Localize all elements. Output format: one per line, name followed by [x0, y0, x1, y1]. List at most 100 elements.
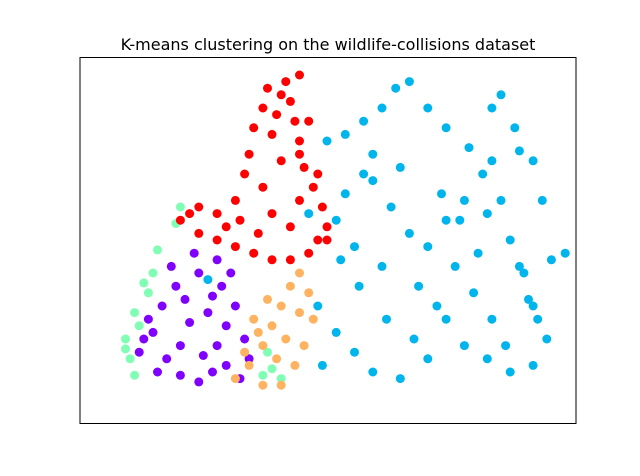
scatter-point-cluster-2-31 [524, 294, 533, 304]
scatter-point-cluster-0-13 [230, 301, 240, 311]
scatter-point-cluster-0-28 [139, 334, 149, 344]
scatter-point-cluster-3-17 [295, 308, 304, 318]
scatter-point-cluster-4-28 [267, 129, 277, 139]
scatter-point-cluster-4-5 [267, 255, 277, 265]
scatter-point-cluster-4-33 [295, 149, 304, 159]
scatter-point-cluster-4-27 [276, 156, 286, 166]
scatter-point-cluster-0-3 [194, 377, 204, 387]
scatter-point-cluster-2-4 [395, 374, 405, 384]
scatter-point-cluster-0-22 [212, 255, 222, 265]
scatter-point-cluster-3-12 [258, 380, 268, 390]
scatter-point-cluster-3-10 [290, 360, 300, 370]
scatter-point-cluster-4-39 [313, 169, 323, 179]
scatter-point-cluster-2-0 [313, 301, 323, 311]
scatter-point-cluster-4-1 [194, 228, 204, 238]
scatter-point-cluster-4-21 [230, 195, 240, 205]
scatter-point-cluster-4-34 [322, 235, 332, 245]
scatter-point-cluster-0-26 [180, 294, 190, 304]
scatter-point-cluster-4-11 [308, 182, 318, 192]
scatter-point-cluster-2-15 [322, 136, 332, 146]
scatter-point-cluster-0-24 [240, 334, 250, 344]
scatter-point-cluster-2-9 [350, 242, 359, 252]
scatter-point-cluster-3-18 [272, 354, 282, 364]
scatter-point-cluster-0-4 [208, 367, 217, 377]
scatter-point-cluster-2-44 [546, 255, 556, 265]
scatter-point-cluster-0-12 [217, 281, 227, 291]
scatter-point-cluster-2-65 [317, 360, 327, 370]
scatter-point-cluster-1-9 [258, 370, 268, 380]
scatter-point-cluster-2-35 [505, 367, 515, 377]
scatter-point-cluster-0-11 [194, 268, 204, 278]
scatter-point-cluster-3-14 [249, 314, 259, 324]
scatter-point-cluster-2-11 [340, 189, 350, 199]
scatter-point-cluster-0-8 [185, 318, 195, 327]
scatter-point-cluster-2-33 [542, 334, 552, 344]
scatter-point-cluster-2-7 [414, 281, 424, 291]
scatter-point-cluster-1-3 [134, 321, 144, 331]
scatter-point-cluster-1-11 [276, 374, 286, 384]
scatter-point-cluster-2-6 [441, 314, 451, 324]
scatter-point-cluster-2-30 [514, 261, 524, 271]
chart-title: K-means clustering on the wildlife-colli… [121, 35, 536, 54]
scatter-point-cluster-2-26 [478, 169, 488, 179]
scatter-point-cluster-2-50 [560, 248, 570, 258]
scatter-point-cluster-0-17 [153, 367, 162, 377]
scatter-point-cluster-1-6 [153, 245, 162, 255]
scatter-point-cluster-0-9 [157, 301, 167, 311]
scatter-point-cluster-2-8 [377, 261, 387, 271]
scatter-point-cluster-3-2 [258, 341, 268, 351]
scatter-point-cluster-2-36 [482, 354, 492, 364]
scatter-point-cluster-3-4 [276, 301, 286, 311]
scatter-point-cluster-4-20 [240, 169, 250, 179]
scatter-point-cluster-2-53 [423, 103, 433, 113]
scatter-point-cluster-2-52 [496, 90, 506, 100]
scatter-point-cluster-0-27 [208, 291, 217, 301]
scatter-point-cluster-4-17 [258, 103, 268, 113]
scatter-point-cluster-2-66 [304, 209, 314, 219]
scatter-point-cluster-4-7 [304, 248, 314, 258]
scatter-point-cluster-2-37 [459, 341, 469, 351]
scatter-point-cluster-1-15 [139, 278, 149, 288]
scatter-point-cluster-2-5 [423, 354, 433, 364]
scatter-point-cluster-2-19 [404, 77, 414, 87]
scatter-point-cluster-2-20 [368, 176, 378, 186]
scatter-point-cluster-2-67 [203, 275, 213, 285]
scatter-point-cluster-4-10 [317, 202, 327, 212]
scatter-point-cluster-2-21 [386, 202, 396, 212]
scatter-point-cluster-4-2 [212, 235, 222, 245]
scatter-point-cluster-2-56 [464, 143, 474, 153]
scatter-point-cluster-2-34 [528, 360, 538, 370]
scatter-point-cluster-4-29 [295, 195, 304, 205]
scatter-point-cluster-2-63 [354, 281, 364, 291]
scatter-point-cluster-4-35 [253, 228, 263, 238]
scatter-point-cluster-2-10 [331, 215, 341, 225]
scatter-point-cluster-2-14 [340, 129, 350, 139]
scatter-point-cluster-4-25 [285, 222, 295, 232]
scatter-point-cluster-4-36 [281, 77, 291, 87]
scatter-point-cluster-3-15 [263, 294, 272, 304]
scatter-point-cluster-4-30 [221, 222, 231, 232]
scatter-point-cluster-0-10 [171, 281, 181, 291]
scatter-point-cluster-2-60 [437, 189, 446, 199]
scatter-point-cluster-3-5 [285, 281, 295, 291]
scatter-point-cluster-2-51 [528, 301, 538, 311]
scatter-point-cluster-2-39 [432, 301, 442, 311]
scatter-point-cluster-2-38 [450, 261, 460, 271]
scatter-point-cluster-3-8 [308, 314, 318, 324]
scatter-point-cluster-2-62 [473, 248, 483, 258]
scatter-point-cluster-0-19 [143, 314, 153, 324]
scatter-point-cluster-2-46 [528, 156, 538, 166]
scatter-point-cluster-2-58 [382, 314, 391, 324]
scatter-point-cluster-2-40 [469, 288, 479, 298]
scatter-point-cluster-3-9 [299, 341, 309, 351]
scatter-point-cluster-4-16 [276, 90, 286, 100]
scatter-point-cluster-0-29 [198, 351, 208, 360]
scatter-point-cluster-0-2 [175, 370, 185, 380]
scatter-point-cluster-0-1 [162, 354, 172, 364]
scatter-point-cluster-4-23 [194, 202, 204, 212]
scatter-point-cluster-2-43 [519, 268, 529, 278]
scatter-point-cluster-2-48 [487, 103, 497, 113]
scatter-point-cluster-2-45 [537, 195, 547, 205]
scatter-point-cluster-4-6 [285, 255, 295, 265]
scatter-point-cluster-4-12 [299, 162, 309, 172]
